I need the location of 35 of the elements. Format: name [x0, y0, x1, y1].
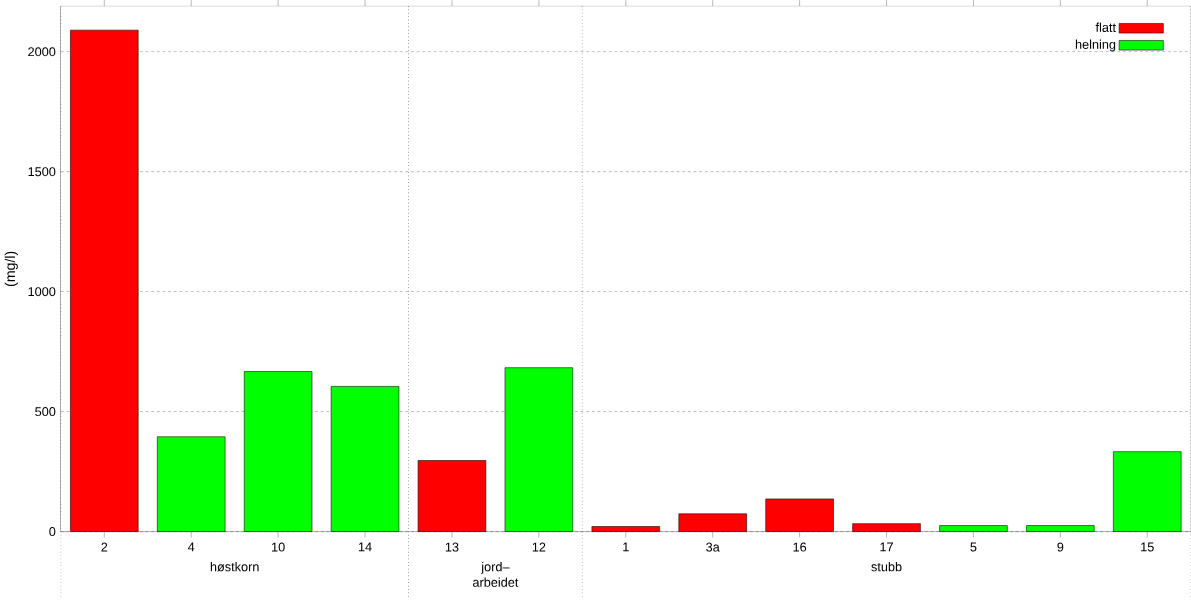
- x-tick-label: 15: [1141, 542, 1154, 552]
- bar: [852, 523, 921, 533]
- band-label: jord– arbeidet: [472, 562, 519, 588]
- bar: [243, 371, 313, 533]
- x-tick-label: 14: [358, 542, 372, 552]
- x-tick-label: 12: [532, 542, 546, 552]
- bar: [1026, 525, 1095, 533]
- bar: [330, 386, 400, 533]
- x-tick-label: 10: [272, 542, 285, 552]
- y-tick-label: 500: [35, 407, 56, 417]
- bar: [417, 460, 487, 533]
- x-tick-label: 9: [1057, 542, 1064, 552]
- y-tick-label: 1500: [28, 167, 56, 177]
- band-label: stubb: [871, 562, 902, 572]
- y-tick-label: 0: [49, 527, 56, 537]
- y-tick-label: 2000: [28, 47, 56, 57]
- bar: [591, 526, 660, 533]
- legend-label: flatt: [1095, 22, 1116, 33]
- y-axis-title: (mg/l): [4, 251, 18, 287]
- bar: [678, 513, 747, 533]
- x-tick-label: 3a: [706, 542, 720, 552]
- x-tick-label: 2: [101, 542, 108, 552]
- bar: [939, 525, 1008, 533]
- bar: [157, 436, 226, 533]
- x-tick-label: 16: [793, 542, 807, 552]
- x-tick-label: 5: [970, 542, 977, 552]
- x-tick-label: 1: [623, 542, 629, 552]
- x-tick-label: 4: [187, 542, 195, 552]
- x-tick-label: 13: [445, 542, 459, 552]
- band-label: høstkorn: [210, 562, 259, 572]
- bar: [765, 498, 834, 533]
- bar: [504, 367, 574, 533]
- y-tick-label: 1000: [28, 287, 56, 297]
- legend-label: helning: [1075, 39, 1116, 52]
- x-tick-label: 17: [880, 542, 893, 552]
